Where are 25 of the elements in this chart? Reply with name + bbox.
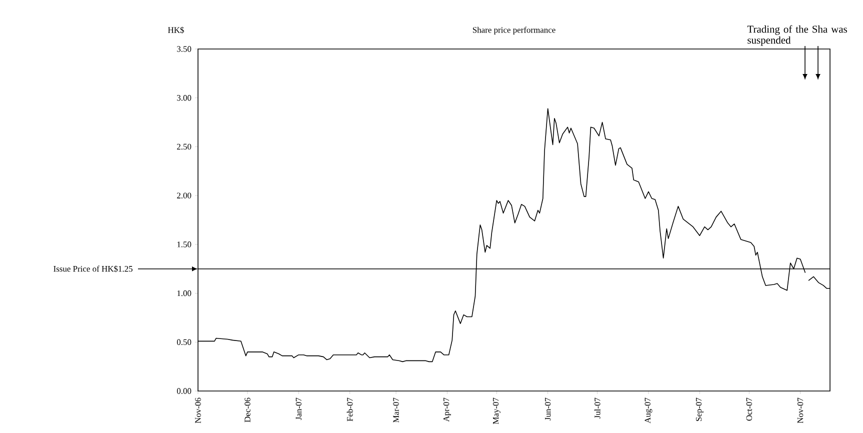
x-tick-label: Oct-07	[746, 398, 752, 421]
y-tick-label: 2.00	[177, 192, 192, 198]
y-tick-label: 2.50	[177, 144, 192, 150]
x-tick-label: Jun-07	[544, 398, 551, 420]
y-tick-label: 1.00	[177, 290, 192, 296]
x-tick-label: Sep-07	[696, 398, 704, 421]
ref-line-label: Issue Price of HK$1.25	[54, 265, 132, 272]
x-tick-label: Aug-07	[644, 398, 652, 424]
y-axis-title: HK$	[168, 26, 184, 34]
y-tick-label: 0.00	[176, 388, 192, 394]
y-tick-label: 3.50	[177, 46, 192, 52]
x-tick-label: Nov-06	[195, 398, 201, 424]
x-tick-label: Apr-07	[443, 398, 451, 422]
x-tick-label: Dec-06	[244, 398, 250, 422]
y-tick-label: 1.50	[177, 242, 192, 248]
text: Trading of the Sha was suspended	[747, 25, 847, 46]
x-tick-label: Jul-07	[594, 398, 600, 419]
x-tick-label: Feb-07	[346, 398, 353, 422]
x-tick-label: May-07	[492, 398, 500, 424]
x-tick-label: Mar-07	[393, 398, 399, 422]
x-tick-label: Nov-07	[797, 398, 804, 424]
y-tick-label: 3.00	[177, 94, 192, 101]
y-tick-label: 0.50	[176, 339, 192, 346]
chart-title: Share price performance	[472, 26, 556, 34]
x-tick-label: Jan-07	[296, 398, 302, 420]
